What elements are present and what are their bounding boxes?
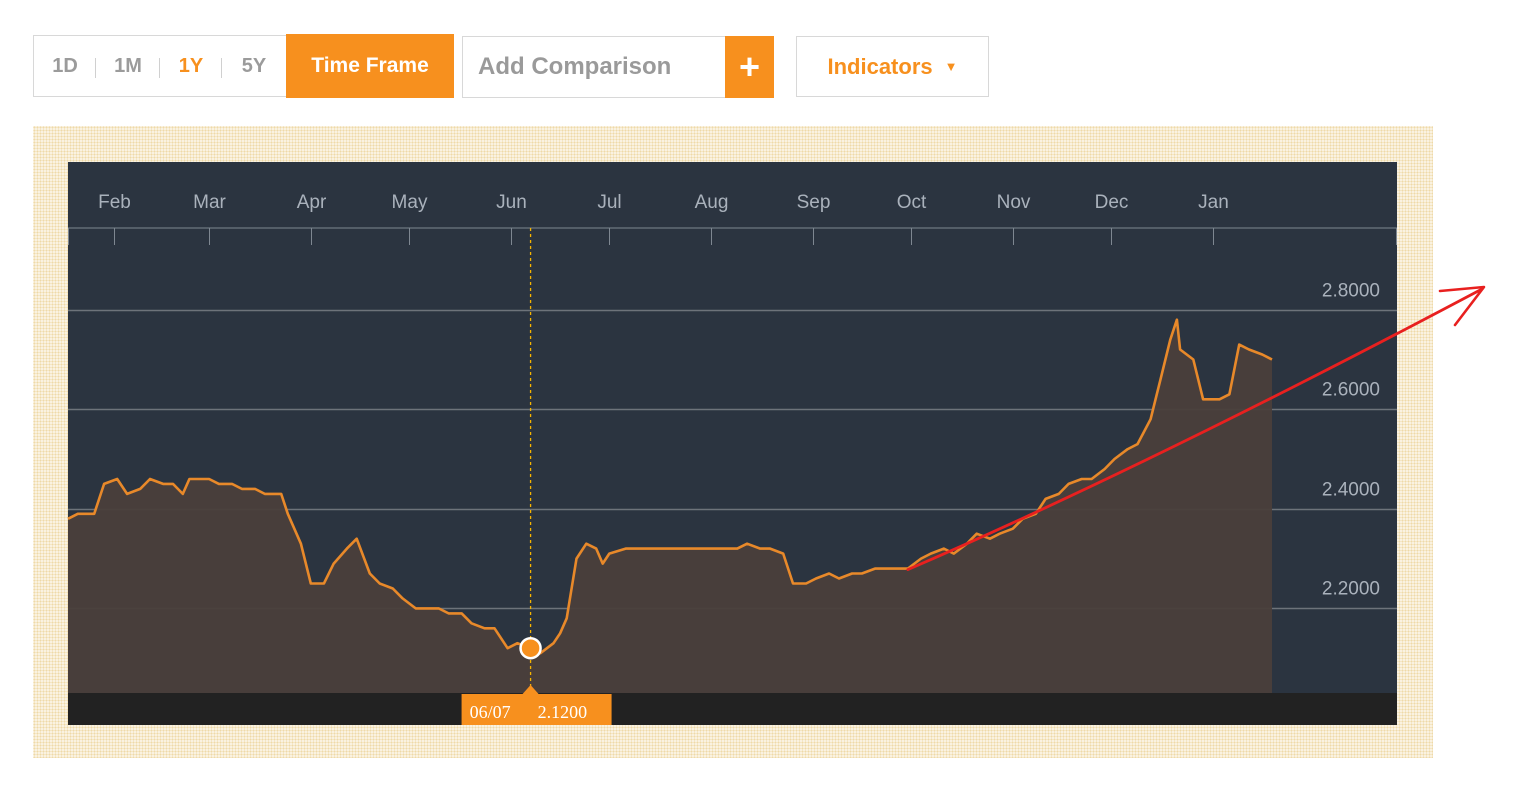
tooltip-date: 06/07 [470,702,511,722]
x-tick-label: Jul [597,192,621,213]
series-area [68,319,1272,693]
x-tick-label: Feb [98,192,131,213]
highlight-point[interactable] [519,636,542,660]
y-tick-label: 2.2000 [1322,579,1380,600]
time-frame-button[interactable]: Time Frame [286,34,454,98]
add-comparison-input[interactable]: Add Comparison [462,36,726,98]
trend-arrow-head-icon [1438,285,1486,327]
y-tick-label: 2.6000 [1322,380,1380,401]
x-tick-label: Apr [297,192,327,213]
trend-arrow-line [906,287,1484,571]
add-comparison-button[interactable]: + [725,36,774,98]
range-selector: 1D 1M 1Y 5Y [33,35,453,97]
tooltip: 06/07 2.1200 [461,685,612,725]
caret-down-icon: ▼ [944,59,958,74]
x-tick-label: Aug [695,192,729,213]
y-tick-label: 2.8000 [1322,281,1380,302]
x-axis: Feb Mar Apr May Jun Jul Aug Sep Oct Nov Dec Jan [68,192,1397,245]
y-axis: 2.2000 2.4000 2.6000 2.8000 [1322,281,1380,600]
series-line [67,318,1273,655]
range-5y-button[interactable]: 5Y [241,54,267,77]
x-tick-label: Jun [496,192,527,213]
x-tick-label: May [392,192,428,213]
tooltip-box [461,694,612,725]
plot-bottom-band [68,693,1397,725]
tooltip-value: 2.1200 [538,702,588,722]
y-tick-label: 2.4000 [1322,480,1380,501]
x-tick-label: Sep [797,192,831,213]
x-tick-label: Nov [997,192,1031,213]
x-tick-label: Oct [897,192,927,213]
x-tick-label: Dec [1095,192,1129,213]
x-tick-label: Mar [193,192,226,213]
range-1y-button[interactable]: 1Y [160,36,222,96]
x-tick-label: Jan [1198,192,1229,213]
range-1m-button[interactable]: 1M [96,36,160,96]
indicators-label: Indicators [827,53,933,79]
indicators-dropdown[interactable]: Indicators ▼ [796,36,989,97]
trend-arrow-annotation [906,285,1486,571]
range-1d-button[interactable]: 1D [34,36,96,96]
tooltip-pointer [522,685,539,694]
